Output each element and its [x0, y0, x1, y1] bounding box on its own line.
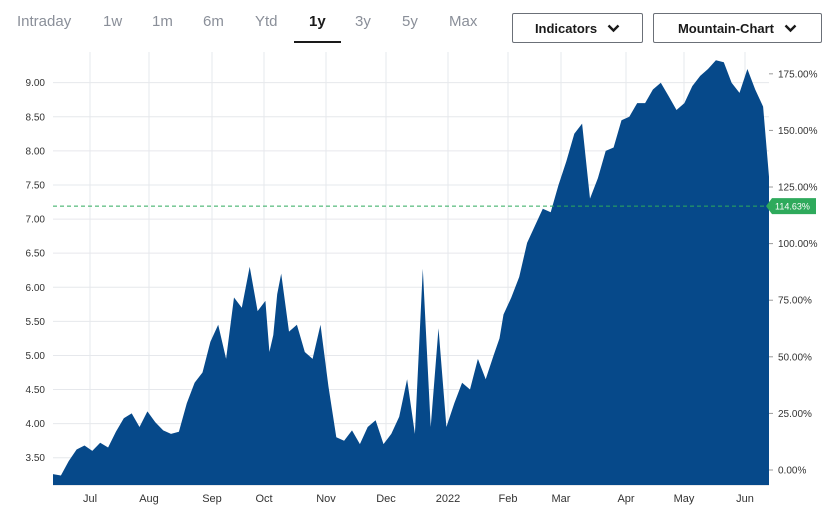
chevron-down-icon [784, 24, 797, 32]
x-tick-label: Jul [83, 493, 97, 505]
x-tick-label: Apr [617, 493, 634, 505]
y-left-tick-label: 7.50 [26, 180, 46, 191]
y-left-tick-label: 4.50 [26, 385, 46, 396]
x-tick-label: 2022 [436, 493, 460, 505]
x-tick-label: Mar [552, 493, 571, 505]
tab-5y[interactable]: 5y [402, 13, 418, 30]
y-left-tick-label: 8.50 [26, 112, 46, 123]
chevron-down-icon [607, 24, 620, 32]
tab-1w[interactable]: 1w [103, 13, 123, 30]
x-tick-label: Jun [736, 493, 754, 505]
indicators-label: Indicators [534, 20, 598, 36]
tab-ytd[interactable]: Ytd [255, 13, 278, 30]
badge-shape [766, 198, 816, 215]
active-tab-underline [294, 41, 341, 43]
x-tick-label: Nov [316, 493, 336, 505]
y-left-tick-label: 9.00 [26, 78, 46, 89]
y-left-tick-label: 6.00 [26, 283, 46, 294]
chart-type-dropdown[interactable]: Mountain-Chart [653, 13, 822, 43]
x-tick-label: Sep [202, 493, 222, 505]
y-axis-left: 3.50 4.00 4.50 5.00 5.50 6.00 6.50 7.00 7.50 8.00… [26, 78, 46, 464]
y-right-tick-label: 150.00% [778, 126, 818, 137]
y-left-tick-label: 3.50 [26, 453, 46, 464]
range-tab-bar: Intraday 1w 1m 6m Ytd 1y 3y 5y Max [0, 0, 500, 44]
y-axis-right: 0.00% 25.00% 50.00% 75.00% 100.00% 125.00% 150… [769, 69, 818, 476]
x-tick-label: Oct [255, 493, 272, 505]
indicators-dropdown[interactable]: Indicators [512, 13, 643, 43]
x-tick-label: May [674, 493, 695, 505]
tab-1m[interactable]: 1m [152, 13, 173, 30]
x-axis: Jul Aug Sep Oct Nov Dec 2022 Feb Mar Apr May Jun [83, 493, 754, 505]
tab-6m[interactable]: 6m [203, 13, 224, 30]
y-right-tick-label: 50.00% [778, 352, 812, 363]
tab-max[interactable]: Max [449, 13, 478, 30]
tab-3y[interactable]: 3y [355, 13, 371, 30]
tab-intraday[interactable]: Intraday [17, 13, 72, 30]
y-right-tick-label: 25.00% [778, 409, 812, 420]
y-left-tick-label: 7.00 [26, 215, 46, 226]
y-left-tick-label: 8.00 [26, 146, 46, 157]
y-right-tick-label: 100.00% [778, 239, 818, 250]
y-right-tick-label: 0.00% [778, 465, 806, 476]
y-right-tick-label: 175.00% [778, 69, 818, 80]
x-tick-label: Feb [499, 493, 518, 505]
y-left-tick-label: 5.00 [26, 351, 46, 362]
y-left-tick-label: 4.00 [26, 419, 46, 430]
tab-1y[interactable]: 1y [309, 13, 326, 30]
current-change-badge: 114.63% [766, 198, 816, 215]
price-area [53, 60, 769, 485]
y-left-tick-label: 5.50 [26, 317, 46, 328]
y-right-tick-label: 75.00% [778, 296, 812, 307]
y-right-tick-label: 125.00% [778, 183, 818, 194]
x-tick-label: Dec [376, 493, 396, 505]
chart-type-label: Mountain-Chart [677, 20, 775, 36]
badge-label: 114.63% [775, 202, 810, 212]
x-tick-label: Aug [139, 493, 159, 505]
y-left-tick-label: 6.50 [26, 249, 46, 260]
